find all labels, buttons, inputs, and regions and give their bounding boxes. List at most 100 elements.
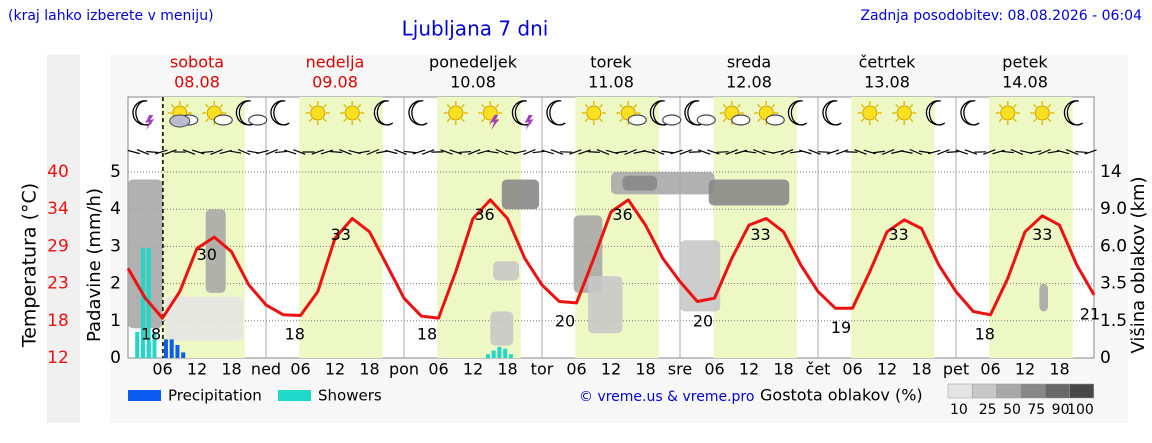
wind-barb xyxy=(532,150,545,154)
y-tick-label: 5 xyxy=(110,162,121,182)
day-date: 13.08 xyxy=(864,73,910,92)
cloud-scale-box xyxy=(1020,383,1046,399)
wind-barb xyxy=(228,150,242,154)
sun-ray xyxy=(357,103,362,108)
daylight-band xyxy=(713,97,797,358)
x-tick-label: pon xyxy=(389,360,419,379)
precipitation-bar xyxy=(508,354,513,358)
precipitation-bar xyxy=(163,339,168,358)
sun-ray xyxy=(308,103,313,108)
y2-axis-title: Višina oblakov (km) xyxy=(1128,176,1149,353)
wind-barb xyxy=(881,148,895,156)
sun-ray xyxy=(598,103,603,108)
sun xyxy=(896,105,912,121)
sun-ray xyxy=(584,118,589,123)
cloud-layer xyxy=(622,175,657,191)
weather-icon xyxy=(787,100,808,126)
sun-ray xyxy=(895,118,900,123)
sun-ray xyxy=(1033,118,1038,123)
cloud-layer xyxy=(501,179,540,210)
sun-ray xyxy=(322,118,327,123)
sun-ray xyxy=(598,118,603,123)
cloud-scale-box xyxy=(1069,383,1095,399)
x-tick-label: 12 xyxy=(739,360,759,379)
y-tick-label: 2 xyxy=(110,274,121,294)
cloud-layer xyxy=(588,276,623,334)
cloud-scale-label: 75 xyxy=(1027,402,1045,418)
temperature-axis-title: Temperatura (°C) xyxy=(19,183,41,348)
sun-ray xyxy=(1012,103,1017,108)
weather-icon xyxy=(202,101,233,126)
wind-barb xyxy=(1010,148,1024,156)
wind-barb xyxy=(458,150,471,154)
day-name: sobota xyxy=(170,53,224,72)
cloud-scale-label: 90 xyxy=(1052,402,1070,418)
precipitation-bar xyxy=(497,346,502,358)
wind-barb xyxy=(164,149,177,155)
wind-barb xyxy=(716,151,729,153)
x-tick-label: 12 xyxy=(601,360,621,379)
x-tick-label: 06 xyxy=(980,360,1000,379)
update-time: Zadnja posodobitev: 08.08.2026 - 06:04 xyxy=(860,8,1142,24)
sun-ray xyxy=(757,118,762,123)
sun-ray xyxy=(460,103,465,108)
temperature-tick-label: 12 xyxy=(47,348,69,368)
cloud-scale-box xyxy=(996,383,1022,399)
weather-icon xyxy=(340,101,365,125)
wind-barb xyxy=(146,150,159,154)
sun-ray xyxy=(860,118,865,123)
cloud-layer xyxy=(165,296,243,341)
cloud-scale-label: 100 xyxy=(1067,402,1094,418)
cloud-layer xyxy=(490,311,514,346)
wind-barb xyxy=(394,148,407,156)
left-panel xyxy=(47,55,80,423)
sun-ray xyxy=(460,118,465,123)
moon xyxy=(373,100,394,126)
wind-barb xyxy=(366,148,380,156)
cloud xyxy=(248,114,268,126)
temperature-line xyxy=(126,198,1096,320)
x-tick-label: 12 xyxy=(187,360,207,379)
sun-ray xyxy=(633,103,638,108)
sun-ray xyxy=(998,103,1003,108)
y2-tick-label: 0 xyxy=(1100,348,1111,368)
sun-ray xyxy=(1047,103,1052,108)
cloud-scale-label: 50 xyxy=(1003,402,1021,418)
wind-barb xyxy=(237,148,251,156)
wind-barb xyxy=(578,149,591,155)
wind-barb xyxy=(311,149,324,155)
sun-ray xyxy=(205,103,210,108)
cloud xyxy=(627,114,647,126)
day-name: ponedeljek xyxy=(429,53,518,72)
lightning xyxy=(490,115,500,130)
y-tick-label: 1 xyxy=(110,311,121,331)
wind-barb xyxy=(1075,150,1088,154)
cloud xyxy=(731,114,751,126)
legend-swatch xyxy=(278,390,311,401)
wind-barb xyxy=(955,149,968,155)
x-tick-label: 12 xyxy=(877,360,897,379)
weather-icon xyxy=(995,101,1020,125)
temperature-label: 36 xyxy=(612,205,632,224)
wind-barb xyxy=(872,150,886,154)
wind-barb xyxy=(247,150,260,154)
cloud-layer xyxy=(205,209,226,293)
wind-barb xyxy=(992,149,1005,155)
weather-icon xyxy=(822,100,842,126)
x-tick-label: 12 xyxy=(325,360,345,379)
wind-barb xyxy=(495,148,508,156)
weather-icon xyxy=(684,100,716,126)
precipitation-bar xyxy=(491,350,496,358)
lightning xyxy=(524,115,534,130)
wind-barb xyxy=(421,149,435,155)
day-date: 11.08 xyxy=(588,73,634,92)
wind-barb xyxy=(983,149,996,155)
x-tick-label: 06 xyxy=(566,360,586,379)
weather-icon xyxy=(373,100,394,126)
temperature-tick-label: 18 xyxy=(47,311,69,331)
weather-icon xyxy=(235,100,268,126)
weather-icon xyxy=(443,101,468,125)
sun-ray xyxy=(170,103,175,108)
wind-barb xyxy=(642,150,656,154)
